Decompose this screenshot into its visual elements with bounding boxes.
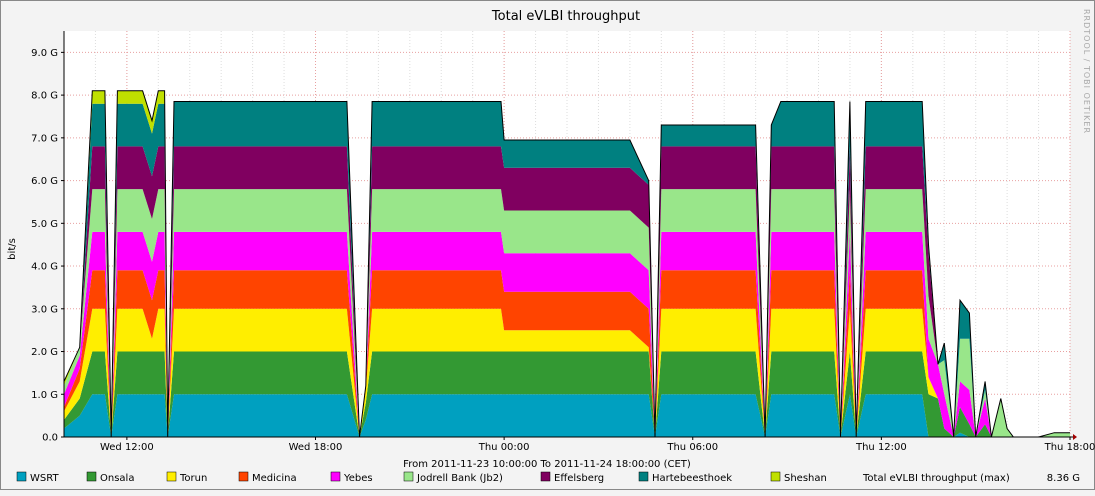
y-tick-label: 9.0 G <box>31 48 58 59</box>
legend-swatch <box>330 471 341 482</box>
area-wsrt <box>64 394 1070 437</box>
y-tick-label: 1.0 G <box>31 390 58 401</box>
x-axis-ticks: Wed 12:00 Wed 18:00 Thu 00:00 Thu 06:00 Thu … <box>100 437 1095 453</box>
legend-swatch <box>638 471 649 482</box>
stacked-areas <box>63 90 1070 438</box>
legend-label: WSRT <box>30 473 59 484</box>
y-tick-label: 8.0 G <box>31 91 58 102</box>
legend-item: Yebes <box>330 471 373 484</box>
x-tick-label: Wed 12:00 <box>100 442 154 453</box>
y-tick-label: 0.0 <box>42 433 58 444</box>
legend-label: Medicina <box>252 473 297 484</box>
area-medicina <box>64 270 1070 437</box>
legend-item: Medicina <box>238 471 297 484</box>
x-tick-label: Thu 00:00 <box>478 442 530 453</box>
y-tick-label: 7.0 G <box>31 133 58 144</box>
legend-label: Hartebeesthoek <box>652 473 732 484</box>
legend-swatch <box>166 471 177 482</box>
x-tick-label: Thu 12:00 <box>855 442 907 453</box>
area-onsala <box>64 351 1070 437</box>
legend-swatch <box>770 471 781 482</box>
area-torun <box>64 308 1070 437</box>
x-tick-label: Thu 06:00 <box>666 442 718 453</box>
legend-item: WSRT <box>16 471 59 484</box>
legend-item: Hartebeesthoek <box>638 471 732 484</box>
area-jodrell-bank-jb2- <box>64 189 1070 437</box>
legend-label: Onsala <box>100 473 134 484</box>
y-tick-label: 4.0 G <box>31 262 58 273</box>
legend-item: Jodrell Bank (Jb2) <box>403 471 503 484</box>
y-tick-label: 5.0 G <box>31 219 58 230</box>
y-tick-label: 3.0 G <box>31 304 58 315</box>
legend-item: Sheshan <box>770 471 827 484</box>
total-max-value: 8.36 G <box>1047 473 1080 484</box>
y-axis-label: bit/s <box>7 238 18 260</box>
legend-swatch <box>16 471 27 482</box>
legend-label: Yebes <box>343 473 373 484</box>
time-range-label: From 2011-11-23 10:00:00 To 2011-11-24 1… <box>403 459 691 470</box>
legend-item: Onsala <box>86 471 134 484</box>
chart-title: Total eVLBI throughput <box>491 9 640 24</box>
legend-item: Effelsberg <box>540 471 604 484</box>
legend-label: Sheshan <box>784 473 827 484</box>
legend-swatch <box>238 471 249 482</box>
legend-swatch <box>403 471 414 482</box>
legend-label: Jodrell Bank (Jb2) <box>416 473 503 484</box>
total-line <box>63 90 1070 438</box>
y-tick-label: 2.0 G <box>31 347 58 358</box>
rrdtool-watermark: RRDTOOL / TOBI OETIKER <box>1082 9 1091 134</box>
legend-label: Effelsberg <box>554 473 604 484</box>
legend: WSRT Onsala Torun Medicina Yebes Jodrell Bank… <box>16 471 827 484</box>
legend-swatch <box>540 471 551 482</box>
area-yebes <box>64 231 1070 437</box>
legend-item: Torun <box>166 471 207 484</box>
total-max-label: Total eVLBI throughput (max) <box>862 473 1010 484</box>
x-tick-label: Thu 18:00 <box>1044 442 1095 453</box>
area-effelsberg <box>64 146 1070 437</box>
legend-swatch <box>86 471 97 482</box>
y-axis-ticks: 0.0 1.0 G 2.0 G 3.0 G 4.0 G 5.0 G 6.0 G 7.0 G 8.… <box>31 48 64 444</box>
x-tick-label: Wed 18:00 <box>289 442 343 453</box>
legend-label: Torun <box>179 473 207 484</box>
x-axis-arrow-icon <box>1073 434 1077 440</box>
y-tick-label: 6.0 G <box>31 176 58 187</box>
